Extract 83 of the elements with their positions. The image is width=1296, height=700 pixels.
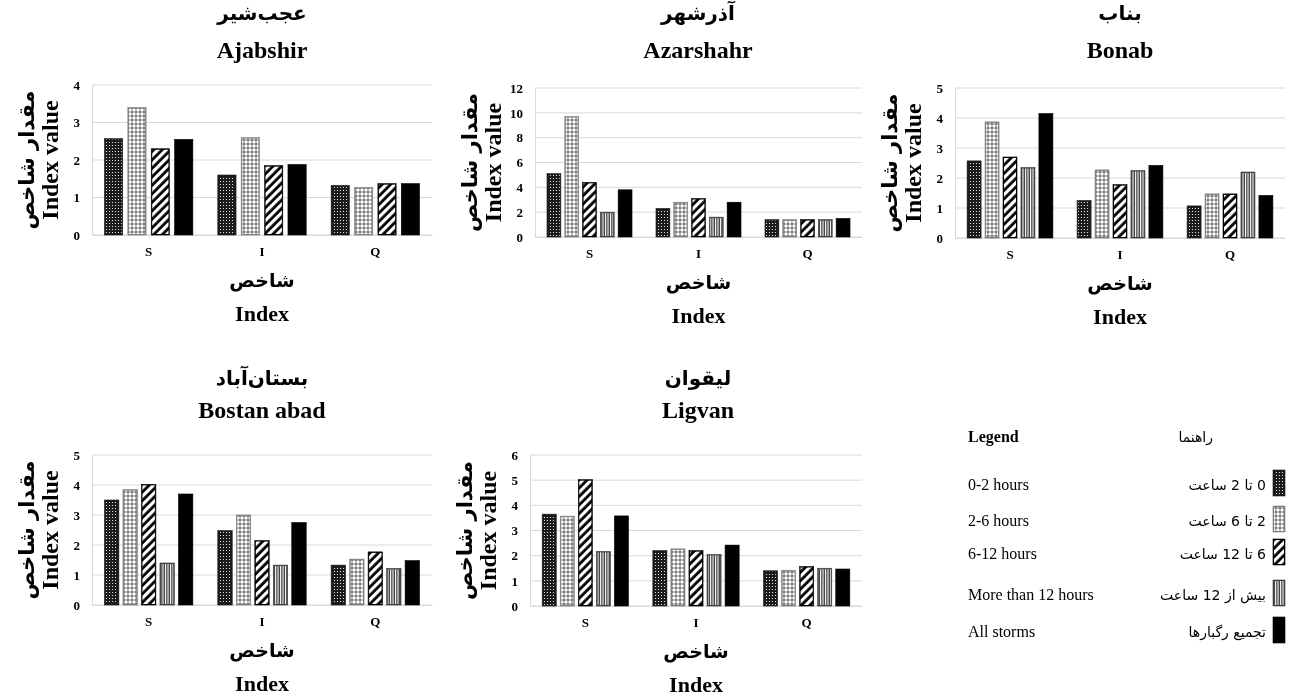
legend-label: تجمیع رگبارها — [1188, 624, 1267, 641]
x-tick-label: Q — [1224, 247, 1236, 263]
y-tick-label: 5 — [511, 472, 519, 488]
y-tick-label: 1 — [73, 190, 80, 206]
bar — [287, 164, 307, 236]
y-tick-label: 0 — [73, 597, 80, 613]
y-tick-label: 3 — [511, 523, 519, 539]
y-tick-label: 12 — [510, 80, 523, 96]
y-tick-label: 1 — [73, 567, 80, 583]
legend-label: 2 تا 6 ساعت — [1188, 513, 1266, 529]
bar — [178, 493, 194, 606]
y-tick-label: 5 — [936, 80, 944, 96]
text: More than 12 hours — [968, 586, 1094, 603]
chart-title: عجب‌شیر — [216, 1, 307, 25]
bar — [614, 515, 629, 607]
legend-label: 0 تا 2 ساعت — [1188, 477, 1266, 493]
x-tick-label: I — [259, 614, 265, 630]
x-tick-label: S — [585, 246, 594, 262]
bar — [835, 218, 851, 238]
chart-subtitle: Ajabshir — [216, 37, 308, 63]
chart-title: بستان‌آباد — [215, 365, 309, 390]
x-tick-label: S — [145, 244, 153, 260]
chart-title: آذرشهر — [660, 0, 737, 25]
x-tick-label: Q — [801, 615, 812, 631]
y-tick-label: 1 — [511, 573, 518, 589]
text: 0-2 hours — [968, 476, 1029, 493]
legend-label: بیش از 12 ساعت — [1160, 587, 1266, 604]
y-tick-label: 4 — [516, 179, 524, 195]
x-tick-label: S — [1006, 247, 1014, 263]
x-tick-label: Q — [370, 244, 381, 260]
x-tick-label: Q — [370, 614, 381, 630]
x-tick-label: S — [145, 614, 153, 630]
bar — [1148, 165, 1164, 239]
y-tick-label: 2 — [516, 204, 523, 220]
bar — [726, 201, 742, 238]
x-tick-label: Q — [802, 246, 813, 262]
bar — [174, 139, 194, 236]
y-tick-label: 2 — [936, 170, 943, 186]
bar — [1038, 113, 1054, 239]
legend-title: Legend — [968, 428, 1019, 446]
y-tick-label: 5 — [73, 447, 81, 463]
y-tick-label: 0 — [936, 230, 943, 246]
y-tick-label: 2 — [73, 152, 80, 168]
x-tick-label: S — [581, 615, 589, 631]
bar — [617, 189, 633, 238]
chart-subtitle: Bonab — [1086, 37, 1154, 63]
x-tick-label: I — [695, 246, 702, 262]
y-tick-label: 4 — [73, 477, 81, 493]
y-tick-label: 2 — [73, 537, 80, 553]
x-tick-label: I — [259, 244, 265, 260]
bar — [400, 183, 420, 236]
y-tick-label: 0 — [511, 598, 518, 614]
chart-subtitle: Ligvan — [661, 397, 735, 423]
text: راهنما — [1178, 429, 1213, 446]
y-tick-label: 10 — [510, 105, 523, 121]
x-tick-label: I — [693, 615, 699, 631]
y-tick-label: 6 — [516, 155, 524, 171]
y-tick-label: 3 — [73, 507, 81, 523]
y-tick-label: 4 — [511, 497, 519, 513]
bar — [291, 522, 307, 606]
chart-title: بناب — [1098, 1, 1142, 25]
y-tick-label: 1 — [936, 200, 943, 216]
text: 6-12 hours — [968, 545, 1037, 562]
chart-title: لیقوان — [664, 366, 732, 390]
y-tick-label: 3 — [73, 115, 81, 131]
legend-label: 6 تا 12 ساعت — [1179, 546, 1267, 562]
y-tick-label: 2 — [511, 548, 518, 564]
bar — [835, 568, 851, 607]
chart-subtitle: Azarshahr — [643, 37, 754, 63]
y-tick-label: 8 — [516, 130, 524, 146]
text: All storms — [968, 623, 1036, 640]
y-tick-label: 6 — [511, 447, 519, 463]
y-tick-label: 3 — [936, 140, 944, 156]
text: 2-6 hours — [968, 512, 1029, 529]
y-tick-label: 0 — [516, 229, 523, 245]
y-tick-label: 4 — [73, 77, 81, 93]
y-tick-label: 4 — [936, 110, 944, 126]
bar — [724, 544, 740, 607]
y-tick-label: 0 — [73, 227, 80, 243]
chart-subtitle: Bostan abad — [198, 397, 327, 423]
bar — [1258, 195, 1274, 239]
x-tick-label: I — [1117, 247, 1123, 263]
bar — [404, 560, 420, 606]
